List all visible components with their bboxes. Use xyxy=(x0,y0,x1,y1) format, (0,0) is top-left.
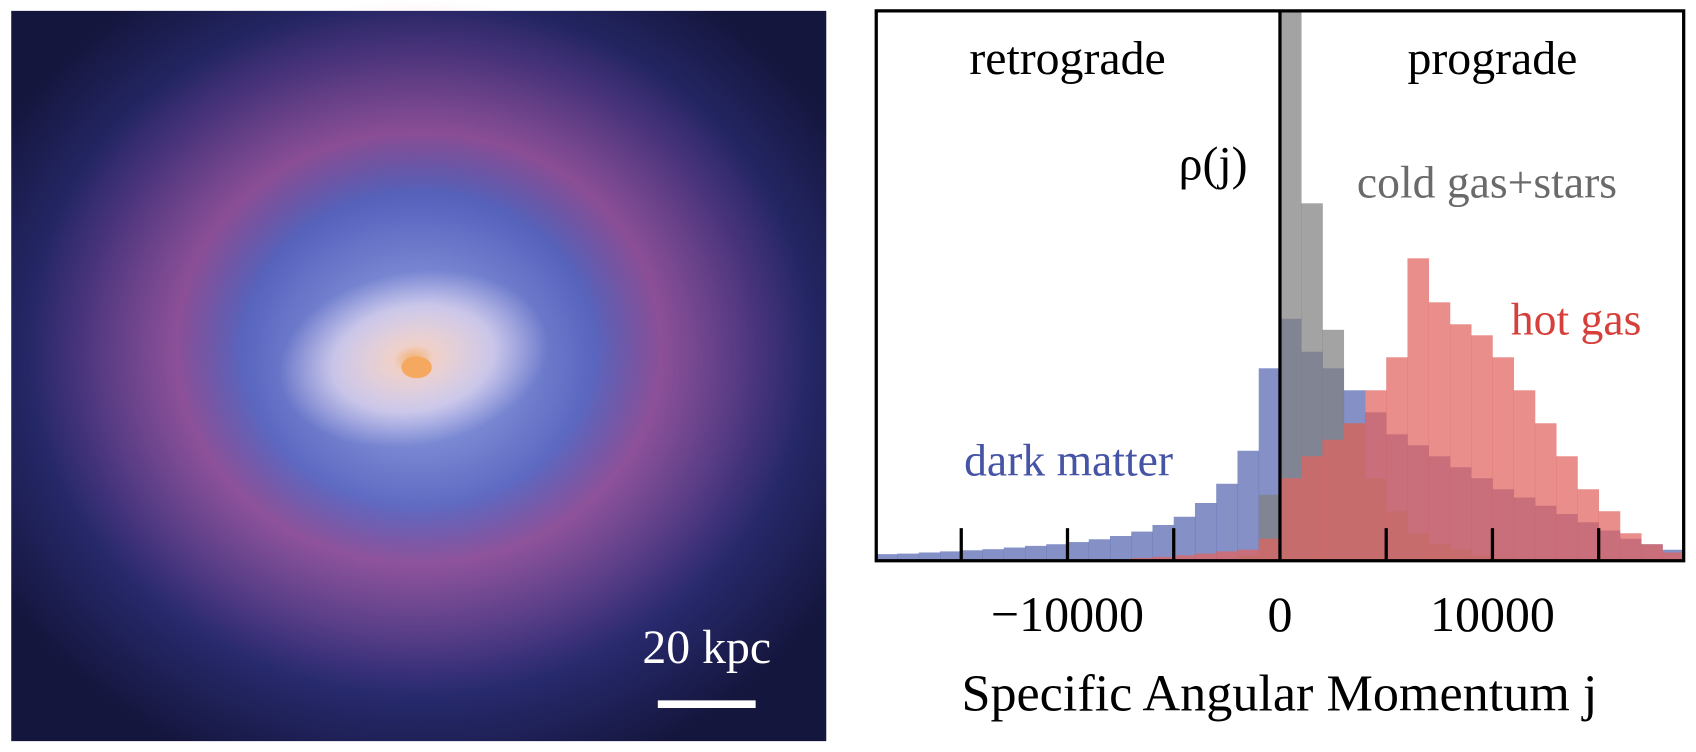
histogram-bar xyxy=(1428,302,1451,561)
series-label: cold gas+stars xyxy=(1357,156,1617,207)
histogram-bar xyxy=(1279,478,1302,561)
histogram-bar xyxy=(1556,456,1578,561)
histogram-bar xyxy=(1152,524,1175,561)
histogram-bar xyxy=(1577,489,1600,561)
histogram-bar xyxy=(918,552,941,561)
histogram-bar xyxy=(1173,516,1196,561)
histogram-bar xyxy=(1088,539,1111,561)
y-axis-label: ρ(j) xyxy=(1179,137,1248,190)
x-axis-label: Specific Angular Momentum j xyxy=(961,666,1597,723)
histogram-bar xyxy=(1216,551,1238,561)
series-label: dark matter xyxy=(964,435,1173,486)
histogram-bar xyxy=(1386,357,1408,561)
histogram-bar xyxy=(1003,547,1026,561)
histogram-bar xyxy=(1364,390,1387,561)
x-tick-label: 0 xyxy=(1267,586,1292,642)
histogram-bar xyxy=(1237,450,1260,561)
histogram-bar xyxy=(1343,423,1366,561)
histogram-bar xyxy=(1279,10,1302,561)
histogram-bar xyxy=(961,550,983,561)
histogram-bar xyxy=(1619,533,1642,561)
histogram-bar xyxy=(1641,544,1663,561)
histogram-bar xyxy=(1534,423,1557,561)
histogram-bar xyxy=(1173,555,1196,561)
histogram-bar xyxy=(1046,544,1068,561)
histogram-bar xyxy=(1109,535,1132,561)
x-tick-label: −10000 xyxy=(991,586,1144,642)
histogram-bar xyxy=(1407,258,1430,561)
histogram-bar xyxy=(939,551,962,561)
x-tick-label: 10000 xyxy=(1430,586,1555,642)
galaxy-core xyxy=(401,356,432,379)
galaxy-image: 20 kpc xyxy=(11,0,827,742)
histogram-bar xyxy=(1024,545,1047,561)
histogram-bar xyxy=(897,553,920,561)
histogram-bar xyxy=(1067,542,1090,561)
plot-area xyxy=(876,10,1684,561)
histogram-bar xyxy=(1513,390,1536,561)
histogram-bar xyxy=(1258,538,1281,561)
histogram-bar xyxy=(1449,324,1472,561)
histogram-bar xyxy=(1598,511,1621,561)
series-label: hot gas xyxy=(1511,293,1642,344)
histogram-bar xyxy=(1216,483,1238,561)
histogram-bar xyxy=(1194,503,1217,561)
annotation: prograde xyxy=(1407,32,1577,85)
histogram-bar xyxy=(1492,357,1515,561)
histogram-bar xyxy=(876,554,898,561)
scale-label: 20 kpc xyxy=(642,621,771,674)
histogram-bar xyxy=(1152,556,1175,561)
histogram-bar xyxy=(1322,439,1345,561)
histogram-bar xyxy=(1194,553,1217,561)
histogram-bar xyxy=(982,549,1005,561)
histogram-bar xyxy=(1662,552,1684,561)
annotation: retrograde xyxy=(969,32,1165,85)
histogram-bar xyxy=(1131,531,1153,561)
histogram-bar xyxy=(1471,335,1493,561)
histogram-bar xyxy=(1301,456,1323,561)
histogram-bar xyxy=(1237,549,1260,561)
